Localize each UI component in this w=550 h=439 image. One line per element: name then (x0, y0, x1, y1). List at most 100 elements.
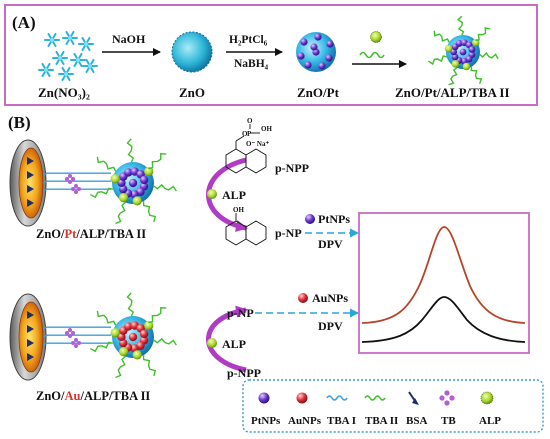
tba-ii-strand (115, 355, 126, 379)
legend-ptnps-icon (258, 392, 270, 404)
zno-pt-particle (296, 32, 336, 72)
pt-nanoparticle (297, 52, 305, 60)
tba-ii-strand (142, 201, 157, 223)
alp-enzyme (132, 350, 142, 360)
metal-nanoparticle (139, 329, 149, 339)
p-npp-o-na: O⁻ Na⁺ (246, 140, 269, 148)
p-np-structure (225, 213, 267, 246)
tba-ii-strand (153, 337, 177, 346)
alp-enzyme (144, 166, 154, 177)
top-alp-icon (207, 189, 217, 199)
bsa-marker (27, 157, 34, 165)
tba-ii-strand (126, 138, 135, 163)
metal-nanoparticle (468, 46, 476, 53)
alp-enzyme (444, 44, 453, 53)
tb-marker (65, 174, 75, 184)
bottom-alp-icon (207, 338, 217, 348)
tba-ii-strand (115, 201, 126, 225)
pt-nanoparticle (310, 43, 318, 51)
pt-nanoparticle (325, 54, 333, 62)
legend-tb-icon (439, 390, 455, 406)
electrode-top (9, 139, 111, 227)
bsa-marker (27, 311, 34, 319)
snowflake-icon (52, 50, 68, 66)
tba-ii-strand (148, 153, 167, 170)
tba-i-strand (42, 334, 111, 338)
alp-enzyme (132, 196, 142, 206)
naoh-label: NaOH (112, 32, 146, 46)
legend-aunps-label: AuNPs (288, 415, 322, 427)
legend-bsa-label: BSA (406, 415, 427, 427)
top-alp-label: ALP (222, 188, 246, 202)
legend-tba-ii-icon (364, 395, 386, 401)
pt-nanoparticle (318, 62, 326, 70)
alp-enzyme (462, 62, 471, 71)
legend-bsa-icon (408, 391, 419, 405)
snowflake-icon (82, 58, 98, 74)
bsa-marker (27, 353, 34, 361)
alp-enzyme (118, 347, 129, 357)
metal-nanoparticle (455, 40, 463, 47)
zno-sphere (171, 31, 213, 73)
bsa-marker (27, 339, 34, 347)
snowflake-icon (58, 66, 74, 82)
tba-ii-strand (448, 67, 458, 86)
panel-b-tag: (B) (8, 113, 31, 132)
p-npp-o-link: O (242, 130, 248, 138)
bsa-marker (27, 185, 34, 193)
dpv-curve-pt (361, 226, 526, 324)
conjugate-label-a: ZnO/Pt/ALP/TBA II (395, 85, 510, 100)
tb-marker (71, 184, 81, 194)
top-p-npp-label: p-NPP (275, 161, 309, 175)
pt-nanoparticle (300, 38, 308, 46)
tba-ii-icon (359, 51, 385, 59)
legend-ptnps-label: PtNPs (251, 415, 281, 427)
legend-alp-icon (480, 391, 494, 405)
snowflake-icon (62, 30, 78, 46)
legend-box (242, 379, 544, 433)
zn-nitrate-cluster (38, 30, 98, 82)
bottom-dpv-label: DPV (318, 319, 343, 333)
top-dpv-label: DPV (318, 237, 343, 251)
snowflake-icon (44, 32, 60, 48)
p-npp-structure (225, 124, 267, 174)
pt-nanoparticle (314, 33, 322, 41)
bottom-p-npp-label: p-NPP (227, 366, 261, 380)
zn-nitrate-label: Zn(NO₃)₂ (38, 85, 90, 100)
tba-i-strand (42, 172, 111, 176)
legend-aunps-icon (296, 392, 308, 404)
p-np-oh: OH (233, 206, 244, 214)
alp-icon (370, 31, 382, 43)
tba-ii-strand (90, 187, 114, 199)
p-npp-o-top: O (247, 117, 253, 125)
conjugate-particle-a (428, 15, 499, 86)
legend-tba-i-label: TBA I (327, 415, 356, 427)
zno-pt-label: ZnO/Pt (297, 85, 340, 100)
legend-items: PtNPs AuNPs TBA I TBA II BSA TB ALP (251, 390, 501, 427)
bsa-marker (27, 171, 34, 179)
tba-ii-strand (470, 66, 483, 84)
bottom-aunps-icon (298, 293, 308, 303)
tba-ii-strand (90, 341, 114, 353)
legend-tb-label: TB (441, 415, 456, 427)
metal-nanoparticle (128, 178, 138, 188)
metal-nanoparticle (124, 322, 133, 331)
bottom-enzyme-arrow (206, 305, 248, 373)
alp-enzyme (110, 174, 120, 184)
conjugate-pt-particle (90, 138, 177, 225)
dpv-plot-frame (358, 212, 530, 354)
alp-enzyme (451, 60, 460, 68)
tba-ii-strand (142, 355, 157, 377)
h2ptcl6-label: H₂PtCl₆ (229, 34, 268, 46)
tba-ii-strand (479, 52, 499, 60)
tba-ii-strand (96, 310, 117, 326)
snowflake-icon (70, 52, 86, 68)
snowflake-icon (38, 62, 54, 78)
pt-nanoparticle (304, 61, 312, 69)
pt-nanoparticle (326, 40, 334, 48)
alp-enzyme (472, 38, 480, 47)
alp-enzyme (144, 320, 154, 331)
panel-a-tag: (A) (12, 13, 36, 32)
tb-marker (71, 338, 81, 348)
